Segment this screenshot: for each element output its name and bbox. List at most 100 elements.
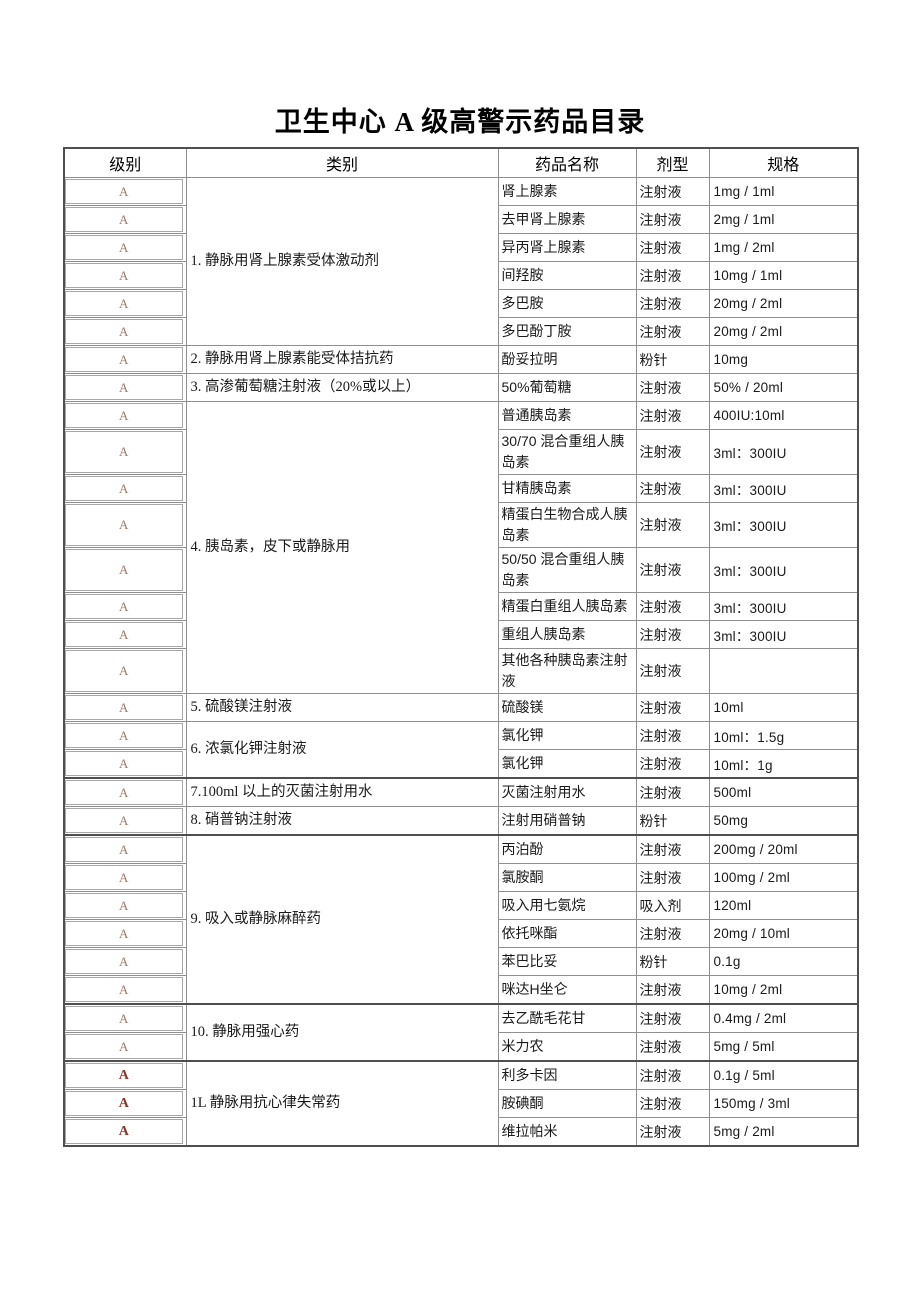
level-cell: A (63, 919, 187, 948)
table-row: A 30/70 混合重组人胰岛素 注射液 3ml：300IU (63, 429, 859, 475)
level-cell: A (63, 1117, 187, 1147)
spec-cell: 50mg (708, 806, 859, 836)
category-cell: 1. 静脉用肾上腺素受体激动剂 (185, 177, 499, 346)
level-cell: A (63, 345, 187, 374)
level-cell: A (63, 806, 187, 836)
table-row: A 3. 高渗葡萄糖注射液（20%或以上） 50%葡萄糖 注射液 50% / 20ml (63, 373, 859, 402)
drug-name-cell: 维拉帕米 (497, 1117, 637, 1147)
table-row: A 10. 静脉用强心药 去乙酰毛花甘 注射液 0.4mg / 2ml (63, 1003, 859, 1062)
form-cell: 吸入剂 (635, 891, 710, 920)
level-cell: A (63, 502, 187, 548)
table-row: A 依托咪酯 注射液 20mg / 10ml (63, 919, 859, 948)
form-cell: 注射液 (635, 474, 710, 503)
table-row: A 甘精胰岛素 注射液 3ml：300IU (63, 474, 859, 503)
level-cell: A (63, 177, 187, 206)
table-header: 级别 类别 药品名称 剂型 规格 (63, 147, 859, 178)
table-row: A 异丙肾上腺素 注射液 1mg / 2ml (63, 233, 859, 262)
level-badge: A (65, 207, 183, 232)
table-row: A 2. 静脉用肾上腺素能受体拮抗药 酚妥拉明 粉针 10mg (63, 345, 859, 374)
table-row: A 氯胺酮 注射液 100mg / 2ml (63, 863, 859, 892)
drug-name-cell: 30/70 混合重组人胰岛素 (497, 429, 637, 475)
category-cell: 5. 硫酸镁注射液 (185, 693, 499, 722)
spec-cell: 3ml：300IU (708, 502, 859, 548)
spec-cell: 3ml：300IU (708, 620, 859, 649)
category-cell: 4. 胰岛素，皮下或静脉用 (185, 401, 499, 694)
spec-cell: 10mg / 1ml (708, 261, 859, 290)
level-badge: A (65, 977, 183, 1002)
spec-cell: 200mg / 20ml (708, 834, 859, 864)
spec-cell: 10mg (708, 345, 859, 374)
table-row: A 7.100ml 以上的灭菌注射用水 灭菌注射用水 注射液 500ml (63, 777, 859, 807)
level-cell: A (63, 863, 187, 892)
level-badge: A (65, 235, 183, 260)
level-badge: A (65, 1091, 183, 1116)
drug-name-cell: 苯巴比妥 (497, 947, 637, 976)
form-cell: 注射液 (635, 693, 710, 722)
level-cell: A (63, 373, 187, 402)
form-cell: 注射液 (635, 749, 710, 779)
level-badge: A (65, 179, 183, 204)
drug-name-cell: 硫酸镁 (497, 693, 637, 722)
spec-cell: 10ml (708, 693, 859, 722)
category-cell: 3. 高渗葡萄糖注射液（20%或以上） (185, 373, 499, 402)
drug-name-cell: 50%葡萄糖 (497, 373, 637, 402)
form-cell: 粉针 (635, 345, 710, 374)
level-badge: A (65, 1034, 183, 1059)
level-cell: A (63, 261, 187, 290)
spec-cell: 0.4mg / 2ml (708, 1003, 859, 1033)
form-cell: 注射液 (635, 177, 710, 206)
form-cell: 注射液 (635, 1117, 710, 1147)
table-row: A 胺碘酮 注射液 150mg / 3ml (63, 1089, 859, 1118)
table-row: A 5. 硫酸镁注射液 硫酸镁 注射液 10ml (63, 693, 859, 722)
header-spec: 规格 (708, 147, 859, 178)
form-cell: 注射液 (635, 1060, 710, 1090)
form-cell: 注射液 (635, 648, 710, 694)
level-cell: A (63, 474, 187, 503)
spec-cell: 1mg / 1ml (708, 177, 859, 206)
spec-cell: 10ml：1.5g (708, 721, 859, 750)
drug-name-cell: 丙泊酚 (497, 834, 637, 864)
drug-name-cell: 精蛋白重组人胰岛素 (497, 592, 637, 621)
spec-cell (708, 648, 859, 694)
level-cell: A (63, 401, 187, 430)
drug-name-cell: 依托咪酯 (497, 919, 637, 948)
level-badge: A (65, 347, 183, 372)
form-cell: 注射液 (635, 205, 710, 234)
page-title: 卫生中心 A 级高警示药品目录 (274, 107, 646, 137)
table-row: A 9. 吸入或静脉麻醉药 丙泊酚 注射液 200mg / 20ml (63, 834, 859, 1005)
form-cell: 注射液 (635, 317, 710, 346)
level-badge: A (65, 751, 183, 776)
form-cell: 注射液 (635, 592, 710, 621)
category-cell: 7.100ml 以上的灭菌注射用水 (185, 777, 499, 807)
table-row: A 间羟胺 注射液 10mg / 1ml (63, 261, 859, 290)
drug-name-cell: 间羟胺 (497, 261, 637, 290)
category-cell: 8. 硝普钠注射液 (185, 806, 499, 836)
category-cell: 2. 静脉用肾上腺素能受体拮抗药 (185, 345, 499, 374)
form-cell: 注射液 (635, 289, 710, 318)
level-cell: A (63, 777, 187, 807)
level-cell: A (63, 975, 187, 1005)
level-cell: A (63, 620, 187, 649)
form-cell: 注射液 (635, 401, 710, 430)
drug-name-cell: 肾上腺素 (497, 177, 637, 206)
drug-name-cell: 酚妥拉明 (497, 345, 637, 374)
level-badge: A (65, 263, 183, 288)
level-cell: A (63, 1003, 187, 1033)
form-cell: 注射液 (635, 721, 710, 750)
form-cell: 注射液 (635, 919, 710, 948)
level-badge: A (65, 865, 183, 890)
level-badge: A (65, 780, 183, 805)
table-row: A 多巴胺 注射液 20mg / 2ml (63, 289, 859, 318)
header-drug-name: 药品名称 (497, 147, 637, 178)
category-cell: 1L 静脉用抗心律失常药 (185, 1060, 499, 1147)
level-cell: A (63, 233, 187, 262)
spec-cell: 3ml：300IU (708, 592, 859, 621)
form-cell: 注射液 (635, 261, 710, 290)
spec-cell: 0.1g (708, 947, 859, 976)
level-badge: A (65, 622, 183, 647)
form-cell: 注射液 (635, 975, 710, 1005)
header-form: 剂型 (635, 147, 710, 178)
category-cell: 10. 静脉用强心药 (185, 1003, 499, 1062)
drug-name-cell: 其他各种胰岛素注射液 (497, 648, 637, 694)
